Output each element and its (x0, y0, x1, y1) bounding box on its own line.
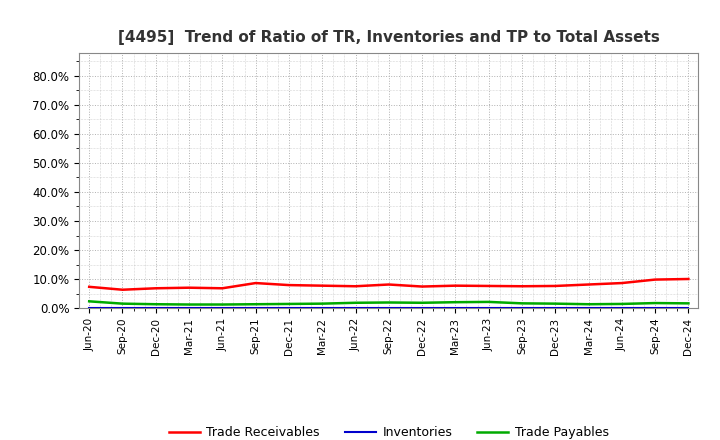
Trade Receivables (518, 284, 526, 289)
Inventories (651, 305, 660, 311)
Trade Payables (218, 302, 227, 307)
Inventories (218, 305, 227, 311)
Trade Receivables (351, 284, 360, 289)
Trade Receivables (318, 283, 327, 288)
Inventories (684, 305, 693, 311)
Inventories (485, 305, 493, 311)
Trade Payables (284, 301, 293, 307)
Trade Payables (584, 301, 593, 307)
Trade Payables (318, 301, 327, 306)
Trade Receivables (118, 287, 127, 292)
Trade Payables (651, 301, 660, 306)
Inventories (151, 305, 160, 311)
Inventories (85, 305, 94, 311)
Trade Receivables (185, 285, 194, 290)
Inventories (518, 305, 526, 311)
Trade Receivables (684, 276, 693, 282)
Inventories (185, 305, 194, 311)
Inventories (551, 305, 559, 311)
Line: Trade Receivables: Trade Receivables (89, 279, 688, 290)
Inventories (618, 305, 626, 311)
Line: Trade Payables: Trade Payables (89, 301, 688, 304)
Trade Receivables (618, 280, 626, 286)
Inventories (384, 305, 393, 311)
Trade Receivables (584, 282, 593, 287)
Inventories (351, 305, 360, 311)
Trade Payables (551, 301, 559, 306)
Inventories (451, 305, 459, 311)
Trade Receivables (151, 286, 160, 291)
Legend: Trade Receivables, Inventories, Trade Payables: Trade Receivables, Inventories, Trade Pa… (164, 422, 613, 440)
Trade Receivables (218, 286, 227, 291)
Trade Receivables (551, 283, 559, 289)
Trade Payables (451, 300, 459, 305)
Trade Payables (418, 300, 426, 305)
Trade Payables (684, 301, 693, 306)
Trade Receivables (384, 282, 393, 287)
Trade Payables (384, 300, 393, 305)
Inventories (318, 305, 327, 311)
Trade Payables (251, 301, 260, 307)
Title: [4495]  Trend of Ratio of TR, Inventories and TP to Total Assets: [4495] Trend of Ratio of TR, Inventories… (118, 29, 660, 45)
Trade Payables (85, 299, 94, 304)
Trade Receivables (284, 282, 293, 288)
Trade Receivables (418, 284, 426, 289)
Trade Payables (618, 301, 626, 307)
Trade Receivables (451, 283, 459, 288)
Inventories (418, 305, 426, 311)
Trade Receivables (651, 277, 660, 282)
Inventories (118, 305, 127, 311)
Trade Payables (118, 301, 127, 306)
Trade Receivables (85, 284, 94, 290)
Trade Receivables (251, 280, 260, 286)
Inventories (251, 305, 260, 311)
Inventories (584, 305, 593, 311)
Trade Payables (351, 300, 360, 305)
Inventories (284, 305, 293, 311)
Trade Payables (151, 301, 160, 307)
Trade Payables (485, 299, 493, 304)
Trade Receivables (485, 283, 493, 289)
Trade Payables (518, 301, 526, 306)
Trade Payables (185, 302, 194, 307)
